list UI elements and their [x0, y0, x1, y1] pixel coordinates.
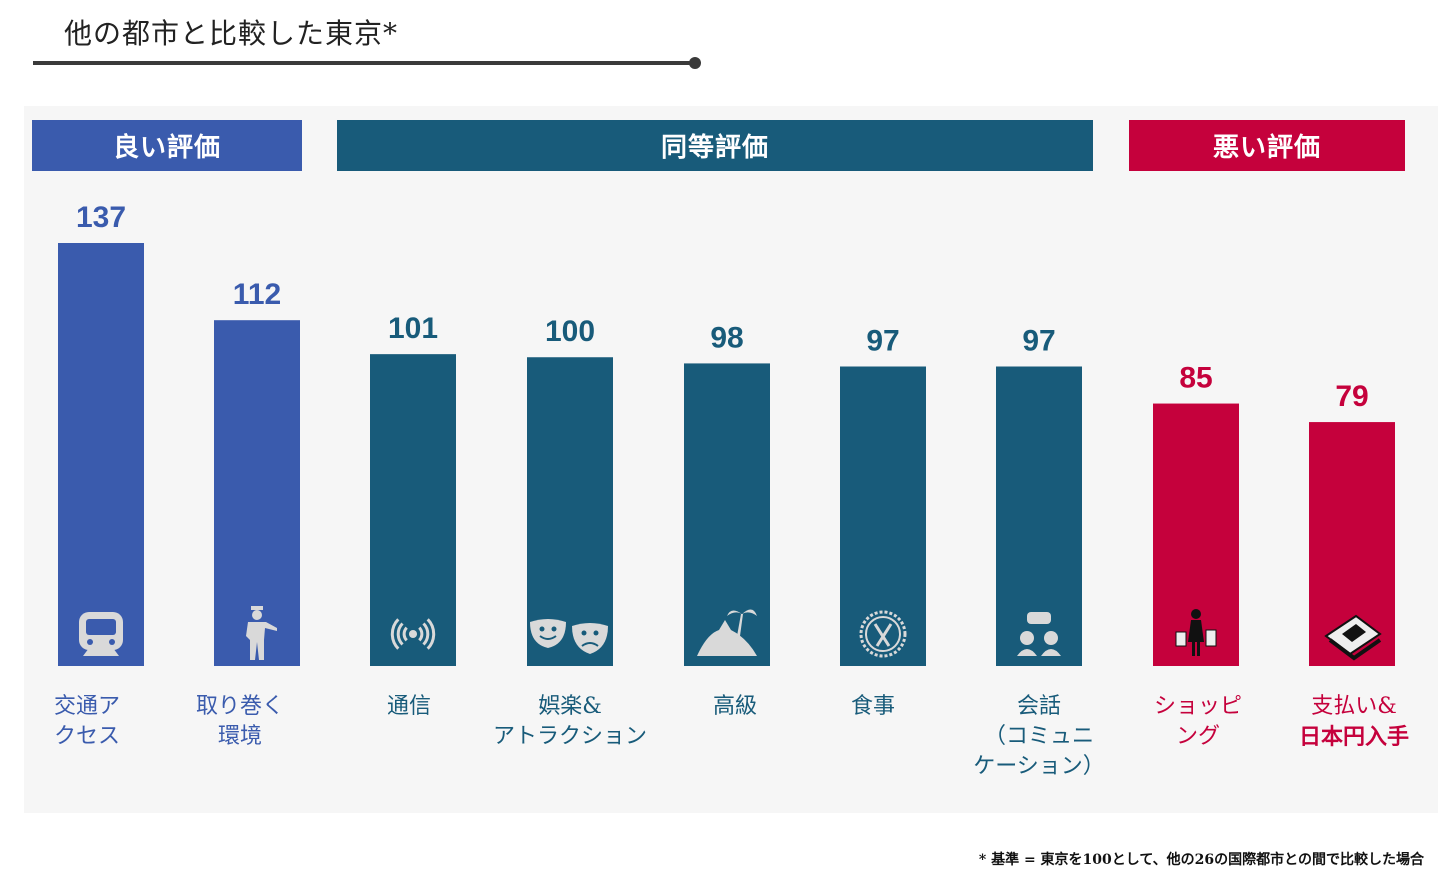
bar-value-2: 101: [388, 312, 438, 345]
bar-value-8: 79: [1335, 380, 1368, 413]
footnote: * 基準 = 東京を100として、他の26の国際都市との間で比較した場合: [978, 852, 1424, 868]
category-label-line: アトラクション: [492, 724, 647, 749]
money-icon: [1324, 614, 1382, 661]
category-label-8: 支払い& 日本円入手: [1264, 692, 1444, 752]
bar-3: [527, 357, 613, 666]
category-label-line: 日本円入手: [1298, 724, 1409, 750]
page-title: 他の都市と比較した東京*: [64, 17, 399, 50]
category-label-7: ショッピ ング: [1108, 692, 1288, 752]
category-label-6: 会話 （コミュニケーション）: [949, 692, 1129, 782]
group-header-good: 良い評価: [32, 120, 302, 171]
wireless-signal-icon: [390, 618, 436, 650]
category-label-line: クセス: [53, 724, 120, 749]
shopper-icon: [1175, 609, 1217, 656]
bar-value-5: 97: [866, 325, 899, 358]
bar-value-0: 137: [76, 201, 126, 234]
bar-value-7: 85: [1179, 362, 1212, 395]
category-label-line: 食事: [850, 694, 895, 719]
category-label-line: 娯楽&: [538, 694, 602, 719]
title-rule: [33, 61, 693, 65]
category-label-0: 交通ア クセス: [0, 692, 177, 752]
island-icon: [697, 609, 757, 656]
bar-0: [58, 243, 144, 666]
bar-4: [684, 363, 770, 666]
title-rule-dot: [689, 57, 701, 69]
category-label-line: 支払い&: [1311, 694, 1397, 719]
bar-value-4: 98: [710, 321, 743, 354]
group-header-equal: 同等評価: [337, 120, 1093, 171]
category-label-1: 取り巻く 環境: [150, 692, 330, 752]
bar-value-3: 100: [545, 315, 595, 348]
category-label-line: ング: [1175, 724, 1220, 749]
category-label-line: 会話: [1016, 694, 1061, 719]
category-label-4: 高級: [645, 692, 825, 722]
train-icon: [79, 612, 123, 656]
category-label-line: 通信: [386, 694, 431, 719]
bar-value-6: 97: [1022, 325, 1055, 358]
category-label-line: 交通ア: [53, 694, 120, 719]
theater-masks-icon: [530, 619, 608, 654]
guard-icon: [246, 606, 277, 660]
group-header-bad: 悪い評価: [1129, 120, 1405, 171]
category-label-2: 通信: [319, 692, 499, 722]
category-label-line: ショッピ: [1153, 694, 1242, 719]
bar-5: [840, 366, 926, 666]
bar-value-1: 112: [233, 278, 281, 311]
category-label-5: 食事: [783, 692, 963, 722]
category-label-line: （コミュニ: [983, 724, 1094, 749]
plate-fork-knife-icon: [859, 610, 907, 658]
category-label-3: 娯楽& アトラクション: [480, 692, 660, 752]
category-label-line: 高級: [712, 694, 757, 719]
category-label-line: 取り巻く: [195, 694, 284, 719]
category-label-line: ケーション）: [973, 754, 1105, 779]
speech-bubbles-icon: [1017, 612, 1061, 656]
category-label-line: 環境: [217, 724, 262, 749]
bar-2: [370, 354, 456, 666]
